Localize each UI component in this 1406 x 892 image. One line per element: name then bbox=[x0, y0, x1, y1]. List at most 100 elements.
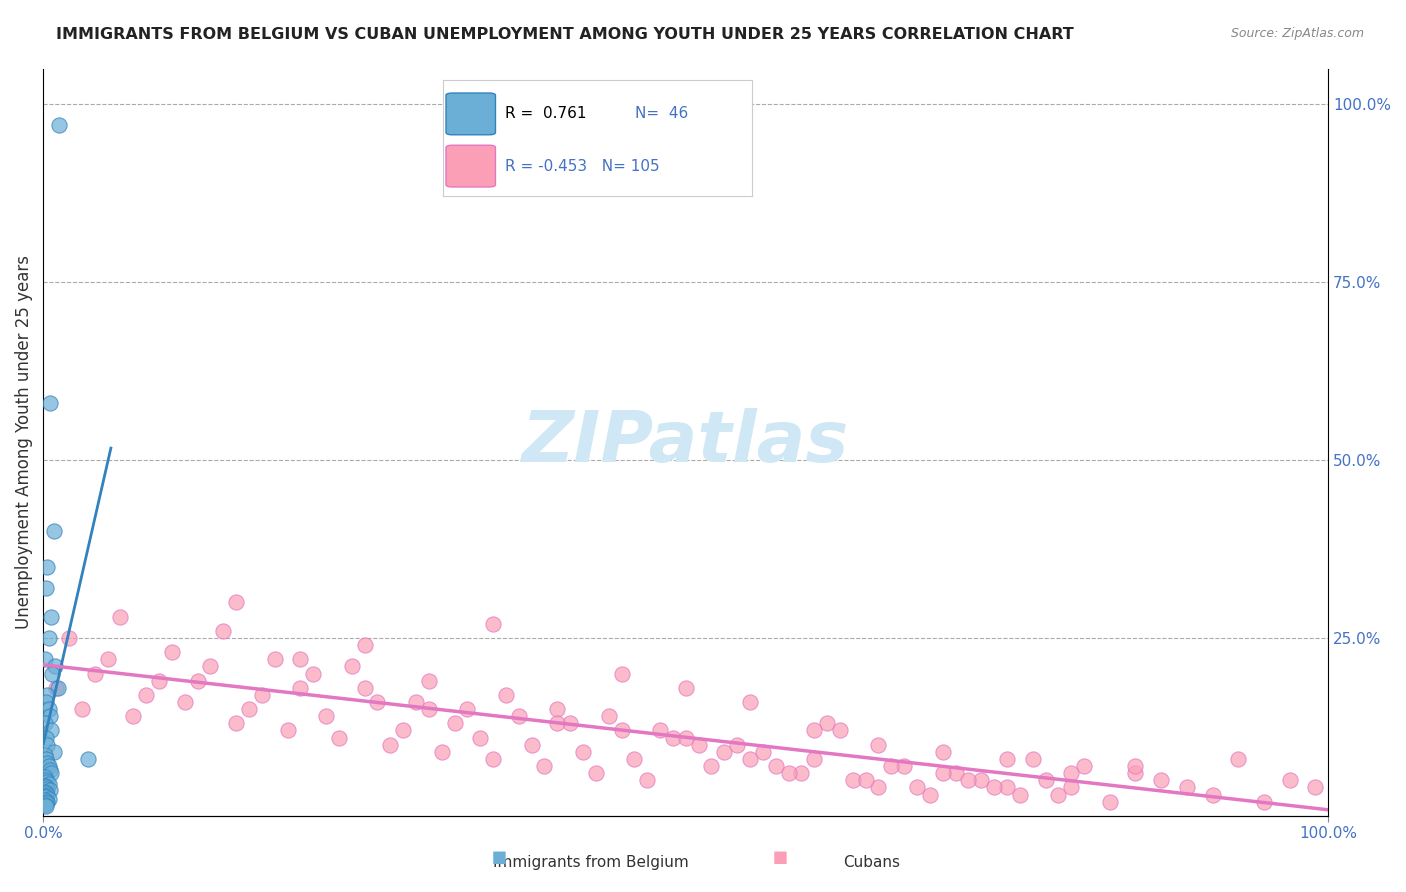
Point bbox=[35, 790, 58, 805]
Point bbox=[173, 695, 195, 709]
Point bbox=[38, 759, 60, 773]
Point bbox=[482, 616, 505, 631]
Point bbox=[546, 702, 568, 716]
Point bbox=[918, 788, 941, 802]
Point bbox=[995, 752, 1018, 766]
Point bbox=[38, 777, 60, 791]
Point bbox=[508, 709, 530, 723]
Point bbox=[290, 681, 312, 695]
Point bbox=[42, 745, 65, 759]
Point bbox=[482, 752, 505, 766]
Point bbox=[38, 763, 60, 777]
Point bbox=[37, 795, 59, 809]
Point bbox=[1125, 759, 1147, 773]
Point bbox=[340, 659, 363, 673]
Point bbox=[225, 595, 247, 609]
Point bbox=[495, 688, 517, 702]
Point bbox=[610, 723, 633, 738]
Point bbox=[392, 723, 415, 738]
Point bbox=[1021, 752, 1043, 766]
Point bbox=[931, 745, 953, 759]
Point bbox=[328, 731, 350, 745]
Text: Immigrants from Belgium: Immigrants from Belgium bbox=[492, 855, 689, 870]
Point bbox=[1060, 780, 1083, 795]
Point bbox=[598, 709, 620, 723]
Point bbox=[725, 738, 748, 752]
Point bbox=[38, 792, 60, 806]
Point bbox=[35, 695, 58, 709]
Point bbox=[37, 559, 59, 574]
Point bbox=[39, 609, 62, 624]
Point bbox=[366, 695, 388, 709]
Point bbox=[1227, 752, 1250, 766]
Point bbox=[1073, 759, 1095, 773]
Point bbox=[48, 119, 70, 133]
Point bbox=[700, 759, 723, 773]
Point bbox=[35, 752, 58, 766]
Point bbox=[1253, 795, 1275, 809]
Point bbox=[880, 759, 903, 773]
Point bbox=[1047, 788, 1070, 802]
Point bbox=[1125, 766, 1147, 780]
Point bbox=[995, 780, 1018, 795]
Point bbox=[290, 652, 312, 666]
Point bbox=[353, 681, 375, 695]
Y-axis label: Unemployment Among Youth under 25 years: Unemployment Among Youth under 25 years bbox=[15, 255, 32, 629]
Point bbox=[35, 786, 58, 800]
Text: Source: ZipAtlas.com: Source: ZipAtlas.com bbox=[1230, 27, 1364, 40]
Point bbox=[34, 785, 56, 799]
Point bbox=[34, 716, 56, 731]
Point bbox=[41, 666, 63, 681]
Point bbox=[200, 659, 222, 673]
Point bbox=[250, 688, 273, 702]
Text: ▪: ▪ bbox=[772, 845, 789, 869]
Point bbox=[39, 766, 62, 780]
Point bbox=[1060, 766, 1083, 780]
Point bbox=[37, 788, 59, 802]
Point bbox=[38, 631, 60, 645]
Point bbox=[790, 766, 813, 780]
Point bbox=[418, 702, 440, 716]
Point bbox=[803, 723, 825, 738]
Point bbox=[945, 766, 967, 780]
Point bbox=[315, 709, 337, 723]
Point bbox=[353, 638, 375, 652]
Point bbox=[34, 793, 56, 807]
Point bbox=[533, 759, 555, 773]
Point bbox=[212, 624, 235, 638]
Point bbox=[765, 759, 787, 773]
Point bbox=[738, 752, 761, 766]
Point bbox=[803, 752, 825, 766]
Text: Cubans: Cubans bbox=[844, 855, 900, 870]
Point bbox=[135, 688, 157, 702]
Point bbox=[38, 702, 60, 716]
Text: ▪: ▪ bbox=[491, 845, 508, 869]
Point bbox=[39, 723, 62, 738]
Point bbox=[623, 752, 645, 766]
Point bbox=[38, 396, 60, 410]
Point bbox=[983, 780, 1005, 795]
Text: IMMIGRANTS FROM BELGIUM VS CUBAN UNEMPLOYMENT AMONG YOUTH UNDER 25 YEARS CORRELA: IMMIGRANTS FROM BELGIUM VS CUBAN UNEMPLO… bbox=[56, 27, 1074, 42]
Point bbox=[636, 773, 658, 788]
Point bbox=[430, 745, 453, 759]
Point bbox=[34, 779, 56, 793]
FancyBboxPatch shape bbox=[446, 93, 495, 135]
Point bbox=[443, 716, 465, 731]
Point bbox=[610, 666, 633, 681]
Point bbox=[405, 695, 427, 709]
Point bbox=[1008, 788, 1031, 802]
Point bbox=[37, 774, 59, 789]
Point bbox=[1278, 773, 1301, 788]
Point bbox=[77, 752, 100, 766]
Text: R = -0.453   N= 105: R = -0.453 N= 105 bbox=[505, 159, 659, 174]
Point bbox=[1201, 788, 1223, 802]
Point bbox=[45, 681, 67, 695]
Point bbox=[34, 797, 56, 812]
Point bbox=[1175, 780, 1198, 795]
Point bbox=[70, 702, 93, 716]
Point bbox=[1150, 773, 1173, 788]
Point bbox=[276, 723, 298, 738]
Point bbox=[1098, 795, 1121, 809]
Point bbox=[868, 780, 890, 795]
Point bbox=[35, 773, 58, 788]
